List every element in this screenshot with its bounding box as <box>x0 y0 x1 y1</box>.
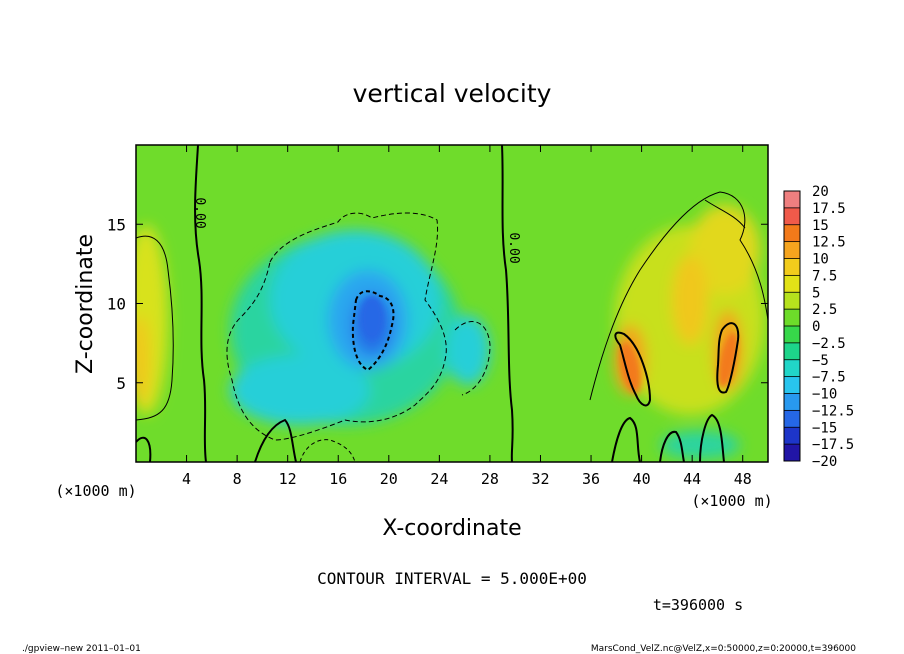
y-axis-ticks: 5 10 15 <box>107 215 768 393</box>
colorbar-swatch <box>784 191 800 209</box>
heatmap-field: 0.00 0.00 <box>136 145 768 462</box>
colorbar-label: 5 <box>812 285 820 301</box>
colorbar-label: 20 <box>812 184 829 200</box>
zero-contour-left <box>194 145 207 462</box>
colorbar-swatch <box>784 393 800 411</box>
colorbar-swatch <box>784 275 800 293</box>
x-tick-label: 12 <box>279 470 297 488</box>
colorbar-label: 2.5 <box>812 302 837 318</box>
colorbar-swatch <box>784 342 800 361</box>
colorbar-swatch <box>784 224 800 243</box>
chart-title: vertical velocity <box>353 79 552 108</box>
field-cyan-right <box>446 315 490 385</box>
y-tick-label: 5 <box>116 374 126 393</box>
contour-right-upper <box>704 199 746 229</box>
field-cyan-lower <box>230 355 370 425</box>
contour-bottom-left <box>136 436 152 462</box>
contour-lines <box>136 145 768 462</box>
x-axis-title: X-coordinate <box>382 516 521 541</box>
x-tick-label: 44 <box>683 470 701 488</box>
colorbar-label: 15 <box>812 218 829 234</box>
field-red-cell1 <box>619 342 641 394</box>
contour-interval-text: CONTOUR INTERVAL = 5.000E+00 <box>317 569 587 588</box>
colorbar-swatch <box>784 241 800 259</box>
contour-center-outer <box>226 212 447 441</box>
colorbar-swatch <box>784 207 800 226</box>
colorbar-swatch <box>784 410 800 428</box>
zero-label-left: 0.00 <box>192 197 207 228</box>
colorbar-label: 7.5 <box>812 268 837 284</box>
contour-right-outer <box>589 191 768 401</box>
colorbar-label: 10 <box>812 252 829 268</box>
colorbar-label: −10 <box>812 387 837 403</box>
colorbar-swatch <box>784 309 800 327</box>
x-tick-label: 32 <box>531 470 549 488</box>
footer-right: MarsCond_VelZ.nc@VelZ,x=0:50000,z=0:2000… <box>591 644 856 654</box>
zero-contour-right <box>501 145 514 462</box>
x-tick-label: 8 <box>233 470 242 488</box>
colorbar-label: −5 <box>812 353 829 369</box>
y-tick-label: 10 <box>107 295 126 314</box>
colorbar-swatch <box>784 258 800 276</box>
time-text: t=396000 s <box>653 596 743 614</box>
field-right-band3 <box>672 255 708 345</box>
x-tick-label: 28 <box>481 470 499 488</box>
colorbar-swatch <box>784 376 800 394</box>
field-red-cell2 <box>718 332 738 388</box>
x-tick-label: 4 <box>182 470 191 488</box>
field-left-core <box>136 315 150 405</box>
colorbar-label: −2.5 <box>812 336 846 352</box>
colorbar-label: 17.5 <box>812 201 846 217</box>
contour-left-warm <box>136 235 174 421</box>
footer-left: ./gpview–new 2011–01–01 <box>22 644 141 654</box>
x-axis-ticks: 4 8 12 16 20 24 28 32 36 40 44 48 <box>182 145 752 488</box>
x-tick-label: 36 <box>582 470 600 488</box>
contour-center-right <box>454 321 491 396</box>
colorbar-label: −17.5 <box>812 437 854 453</box>
zero-label-right: 0.00 <box>506 232 521 263</box>
colorbar: 2017.51512.5107.552.50−2.5−5−7.5−10−12.5… <box>783 184 854 470</box>
colorbar-label: −20 <box>812 454 837 470</box>
colorbar-swatch <box>784 326 800 344</box>
y-axis-title: Z-coordinate <box>73 234 98 374</box>
x-tick-label: 16 <box>329 470 347 488</box>
field-right-upper <box>690 205 760 295</box>
contour-bottom-dashed <box>299 439 356 462</box>
contour-center-core <box>351 290 395 372</box>
colorbar-label: −12.5 <box>812 403 854 419</box>
colorbar-label: 0 <box>812 319 820 335</box>
contour-red-cell1 <box>614 331 652 407</box>
field-blue-patch <box>360 296 384 340</box>
x-tick-label: 48 <box>734 470 752 488</box>
colorbar-label: −15 <box>812 420 837 436</box>
colorbar-swatch <box>784 292 800 310</box>
x-tick-label: 40 <box>633 470 651 488</box>
colorbar-label: 12.5 <box>812 235 846 251</box>
contour-bottom-center <box>254 418 297 462</box>
colorbar-label: −7.5 <box>812 370 846 386</box>
colorbar-swatch <box>784 427 800 445</box>
contour-red-cell2 <box>716 322 740 394</box>
y-tick-label: 15 <box>107 215 126 234</box>
colorbar-swatch <box>784 359 800 378</box>
colorbar-swatch <box>784 444 800 462</box>
x-axis-right-unit: (×1000 m) <box>691 492 772 510</box>
x-tick-label: 20 <box>380 470 398 488</box>
x-axis-left-unit: (×1000 m) <box>55 482 136 500</box>
contour-bottom-right <box>611 413 725 462</box>
x-tick-label: 24 <box>430 470 448 488</box>
